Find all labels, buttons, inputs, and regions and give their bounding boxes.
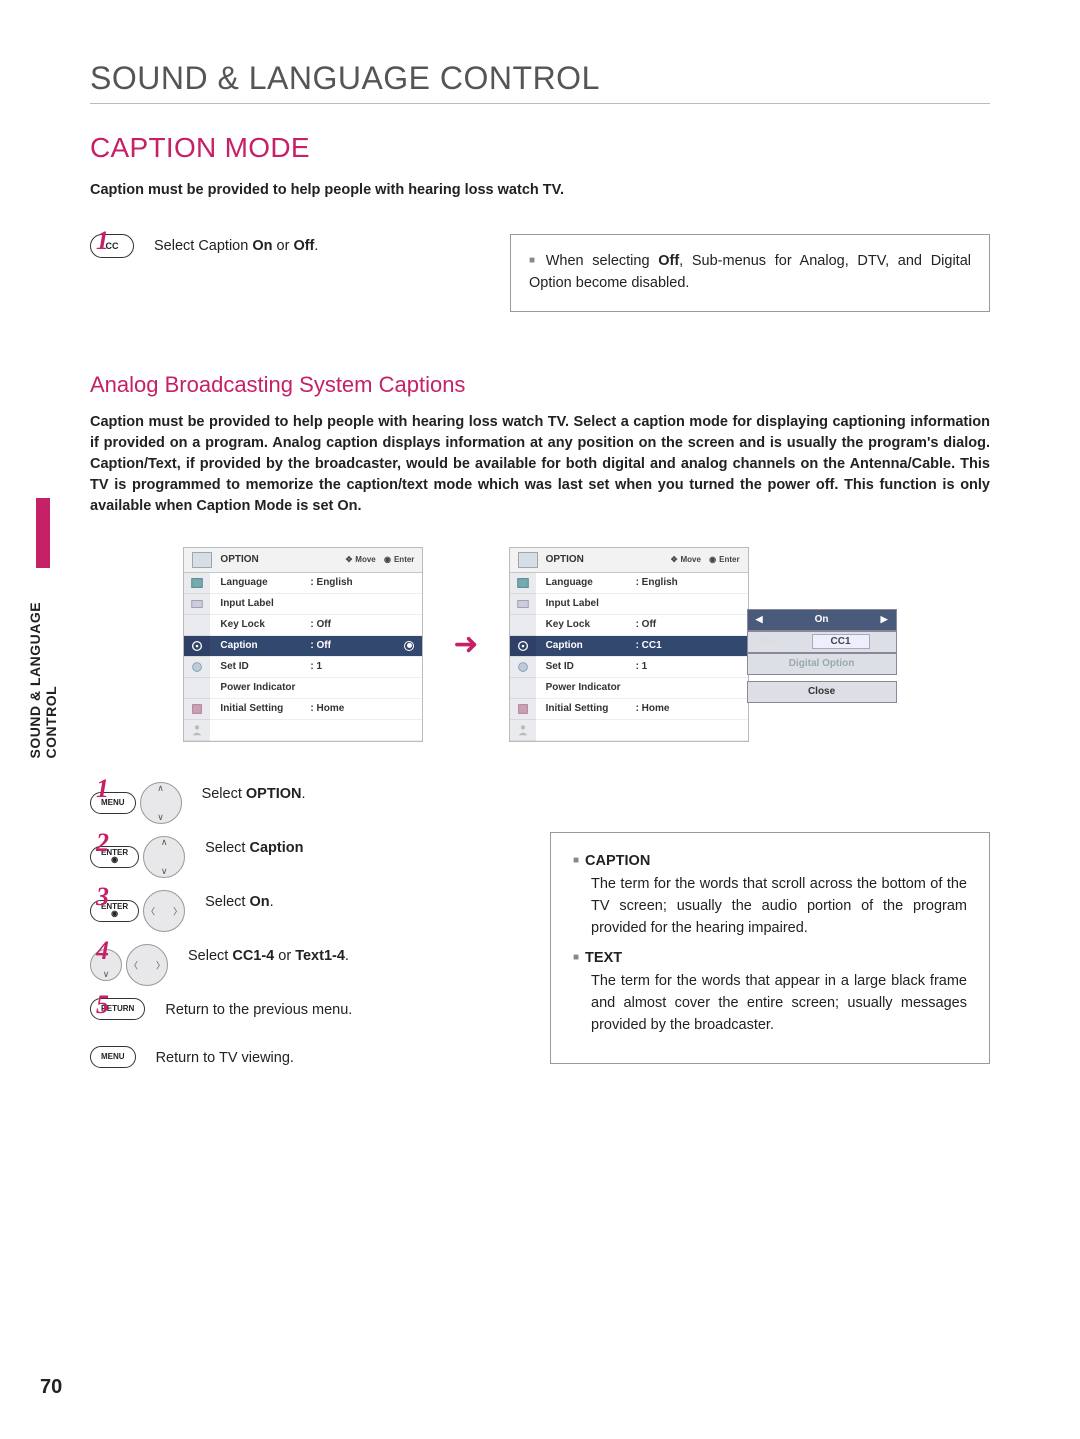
steps-column: 1 MENU ∧∨ Select OPTION. 2 ENTER◉ ∧∨ Sel… bbox=[90, 782, 490, 1080]
osd-icon bbox=[184, 657, 210, 678]
side-tab-bar bbox=[36, 498, 50, 568]
step-text: Select Caption On or Off. bbox=[154, 234, 318, 254]
def-text: The term for the words that appear in a … bbox=[591, 971, 967, 1036]
osd-icon-selected bbox=[184, 636, 210, 657]
osd-row-selected: Caption: Off bbox=[210, 636, 422, 657]
osd-row: Set ID: 1 bbox=[536, 657, 748, 678]
osd-row: Input Label bbox=[536, 594, 748, 615]
osd-row: Initial Setting: Home bbox=[536, 699, 748, 720]
osd-icon bbox=[510, 699, 536, 720]
osd-icon bbox=[510, 678, 536, 699]
definitions-box: CAPTION The term for the words that scro… bbox=[550, 832, 990, 1064]
lead-text: Caption must be provided to help people … bbox=[90, 182, 990, 198]
osd-row-selected: Caption: CC1 bbox=[536, 636, 748, 657]
arrow-icon: ➜ bbox=[453, 627, 478, 662]
page-title: SOUND & LANGUAGE CONTROL bbox=[90, 60, 990, 97]
osd-left: OPTION ✥Move ◉Enter Language: Eng bbox=[183, 547, 423, 742]
osd-row: Initial Setting: Home bbox=[210, 699, 422, 720]
osd-title: OPTION bbox=[546, 554, 584, 565]
osd-nav-hint: ✥Move ◉Enter bbox=[346, 555, 415, 564]
osd-icon bbox=[510, 573, 536, 594]
side-tab: SOUND & LANGUAGE CONTROL bbox=[35, 498, 51, 758]
osd-icon bbox=[510, 615, 536, 636]
def-caption: The term for the words that scroll acros… bbox=[591, 874, 967, 939]
step-text: Select OPTION. bbox=[202, 782, 306, 802]
osd-icon bbox=[510, 720, 536, 741]
popup-mode-row: ModeCC1 bbox=[747, 631, 897, 653]
nav-pad-icon: ∧∨ bbox=[143, 836, 185, 878]
step-text: Return to the previous menu. bbox=[165, 998, 352, 1018]
osd-icon bbox=[184, 573, 210, 594]
side-tab-label: SOUND & LANGUAGE CONTROL bbox=[27, 578, 59, 758]
osd-right: OPTION ✥Move ◉Enter bbox=[509, 547, 749, 742]
page-number: 70 bbox=[40, 1376, 62, 1399]
osd-row: Language: English bbox=[210, 573, 422, 594]
osd-header-icon bbox=[192, 552, 212, 568]
osd-icon bbox=[510, 657, 536, 678]
osd-row: Power Indicator bbox=[536, 678, 748, 699]
step-text: Select CC1-4 or Text1-4. bbox=[188, 944, 349, 964]
osd-popup: ◀On▶ ModeCC1 Digital Option Close bbox=[747, 609, 897, 703]
nav-pad-icon: 〈〉 bbox=[126, 944, 168, 986]
osd-icon bbox=[184, 594, 210, 615]
osd-nav-hint: ✥Move ◉Enter bbox=[671, 555, 740, 564]
osd-row: Key Lock: Off bbox=[210, 615, 422, 636]
subsection-title: Analog Broadcasting System Captions bbox=[90, 372, 990, 398]
nav-pad-icon: ∧∨ bbox=[140, 782, 182, 824]
osd-icon bbox=[184, 720, 210, 741]
callout-off: When selecting Off, Sub-menus for Analog… bbox=[510, 234, 990, 312]
osd-row: Input Label bbox=[210, 594, 422, 615]
osd-row: Set ID: 1 bbox=[210, 657, 422, 678]
body-paragraph: Caption must be provided to help people … bbox=[90, 412, 990, 517]
osd-row: Key Lock: Off bbox=[536, 615, 748, 636]
osd-icon bbox=[184, 678, 210, 699]
radio-icon bbox=[404, 641, 414, 651]
section-title: CAPTION MODE bbox=[90, 132, 990, 164]
osd-row bbox=[210, 720, 422, 741]
osd-row: Language: English bbox=[536, 573, 748, 594]
step-text: Select Caption bbox=[205, 836, 303, 856]
osd-row bbox=[536, 720, 748, 741]
rule bbox=[90, 103, 990, 104]
popup-close-row: Close bbox=[747, 681, 897, 703]
osd-icon-selected bbox=[510, 636, 536, 657]
triangle-left-icon: ◀ bbox=[756, 614, 763, 625]
popup-on-row: ◀On▶ bbox=[747, 609, 897, 631]
osd-header-icon bbox=[518, 552, 538, 568]
popup-digital-row: Digital Option bbox=[747, 653, 897, 675]
menu-button: MENU bbox=[90, 1046, 136, 1068]
step-text: Return to TV viewing. bbox=[156, 1046, 294, 1066]
nav-pad-icon: 〈〉 bbox=[143, 890, 185, 932]
step-text: Select On. bbox=[205, 890, 274, 910]
term-caption: CAPTION bbox=[585, 853, 650, 869]
osd-icon bbox=[510, 594, 536, 615]
osd-title: OPTION bbox=[220, 554, 258, 565]
osd-row: Power Indicator bbox=[210, 678, 422, 699]
term-text: TEXT bbox=[585, 950, 622, 966]
osd-icon bbox=[184, 699, 210, 720]
triangle-right-icon: ▶ bbox=[881, 614, 888, 625]
osd-screenshots: OPTION ✥Move ◉Enter Language: Eng bbox=[90, 547, 990, 742]
osd-icon bbox=[184, 615, 210, 636]
